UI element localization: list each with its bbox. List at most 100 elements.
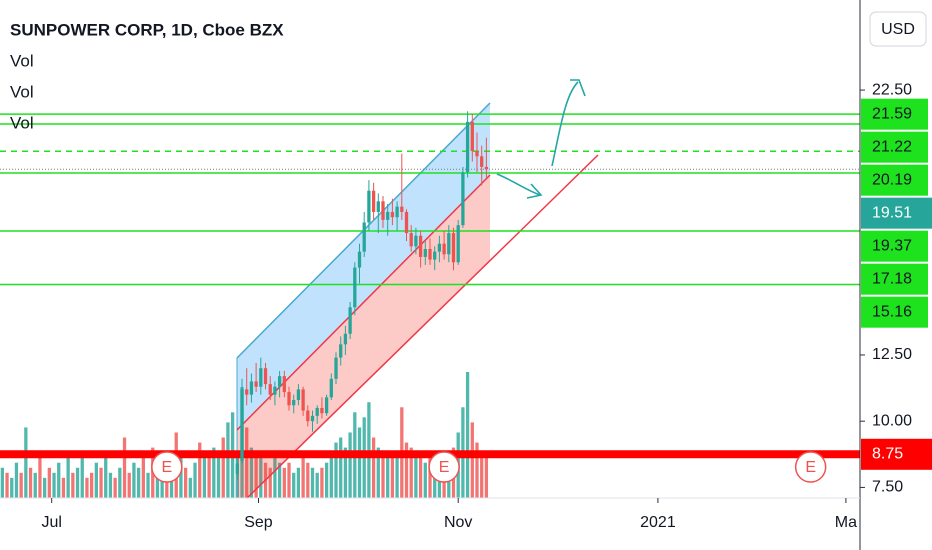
candle-body xyxy=(324,397,329,414)
candle-body xyxy=(353,267,357,308)
volume-bar xyxy=(414,457,418,498)
volume-bar xyxy=(343,447,348,498)
volume-bar xyxy=(292,472,296,498)
volume-bar xyxy=(282,467,286,498)
candle-body xyxy=(447,233,451,255)
candle-body xyxy=(259,368,263,387)
volume-bar xyxy=(183,467,188,498)
candle-body xyxy=(414,235,418,247)
candle-body xyxy=(400,206,404,212)
level-label-box xyxy=(861,98,928,130)
level-label-box xyxy=(861,296,928,328)
volume-bar xyxy=(480,452,484,498)
candle-body xyxy=(287,392,291,406)
volume-bar xyxy=(216,452,221,498)
level-label-box xyxy=(861,131,928,163)
volume-bar xyxy=(94,462,98,498)
candle-body xyxy=(465,121,470,173)
candle-body xyxy=(296,389,301,400)
volume-bar xyxy=(43,477,47,498)
volume-bar xyxy=(202,452,207,498)
event-marker xyxy=(794,451,827,483)
candle-body xyxy=(348,307,352,334)
volume-bar xyxy=(348,432,352,498)
volume-bar xyxy=(386,457,390,498)
volume-bar xyxy=(104,452,108,498)
candle-body xyxy=(292,399,296,406)
volume-bar xyxy=(14,462,19,498)
arrow-right-head xyxy=(526,183,543,199)
volume-bar xyxy=(423,462,427,498)
volume-bar xyxy=(136,467,141,498)
volume-bar xyxy=(61,477,66,498)
candle-body xyxy=(456,225,460,263)
event-label: E xyxy=(439,459,450,476)
candle-body xyxy=(315,407,319,416)
drawings xyxy=(236,102,599,498)
x-tick-label: Sep xyxy=(244,514,273,531)
candle-body xyxy=(395,206,399,218)
candle-body xyxy=(343,333,348,345)
volume-bar xyxy=(71,472,75,498)
candle-body xyxy=(277,376,282,387)
currency-label[interactable]: USD xyxy=(881,21,915,38)
level-label: 15.16 xyxy=(872,303,912,320)
trend-line xyxy=(246,154,599,498)
candle-body xyxy=(390,211,395,218)
volume-bar xyxy=(127,472,131,498)
volume-bar xyxy=(5,472,9,498)
candle-body xyxy=(310,415,315,422)
volume-bar xyxy=(376,447,380,498)
volume-bar xyxy=(118,467,122,498)
candle-body xyxy=(480,156,484,167)
volume-bar xyxy=(465,372,470,498)
volume-bar xyxy=(306,462,310,498)
indicator-label: Vol xyxy=(10,51,34,70)
x-tick-label: Jul xyxy=(41,514,61,531)
candle-body xyxy=(428,249,432,260)
volume-bar xyxy=(108,472,113,498)
axes-layer: Jul Sep Nov 2021 Ma 22.50 12.50 10.00 7.50 xyxy=(41,81,912,531)
volume-bar xyxy=(475,442,479,498)
volume-bar xyxy=(324,462,329,498)
levels-layer xyxy=(0,113,860,459)
volume-bar xyxy=(287,462,291,498)
candle-body xyxy=(433,251,437,260)
candle-body xyxy=(263,368,268,385)
candle-body xyxy=(334,357,338,379)
volume-bar xyxy=(188,477,192,498)
volume-bar xyxy=(409,447,413,498)
candle-body xyxy=(381,201,385,220)
candle-body xyxy=(371,190,376,212)
candle-body xyxy=(442,243,446,255)
candle-body xyxy=(423,249,427,257)
channel-upper xyxy=(237,103,490,430)
chart-title: SUNPOWER CORP, 1D, Cboe BZX xyxy=(10,20,284,39)
volume-bar xyxy=(273,457,277,498)
arrows xyxy=(496,79,586,199)
currency-button[interactable] xyxy=(869,11,927,47)
volume-bar xyxy=(198,442,202,498)
volume-bar xyxy=(24,427,28,498)
event-label: E xyxy=(161,459,172,476)
candle-body xyxy=(437,243,442,252)
volume-bar xyxy=(315,472,319,498)
volume-bar xyxy=(371,437,376,498)
level-label: 20.19 xyxy=(872,171,912,188)
level-label-box xyxy=(861,230,928,262)
candle-body xyxy=(329,378,333,398)
volume-bar xyxy=(320,467,324,498)
candle-body xyxy=(484,166,489,170)
volume-bar xyxy=(254,457,258,498)
indicator-label: Vol xyxy=(10,113,34,132)
volume-bar xyxy=(404,442,409,498)
indicator-label: Vol xyxy=(10,82,34,101)
y-tick-label: 7.50 xyxy=(872,479,903,496)
candle-body xyxy=(320,407,324,414)
volume-bar xyxy=(66,452,70,498)
arrow-up-head xyxy=(570,79,586,97)
candle-body xyxy=(235,463,239,475)
candle-body xyxy=(475,150,479,157)
